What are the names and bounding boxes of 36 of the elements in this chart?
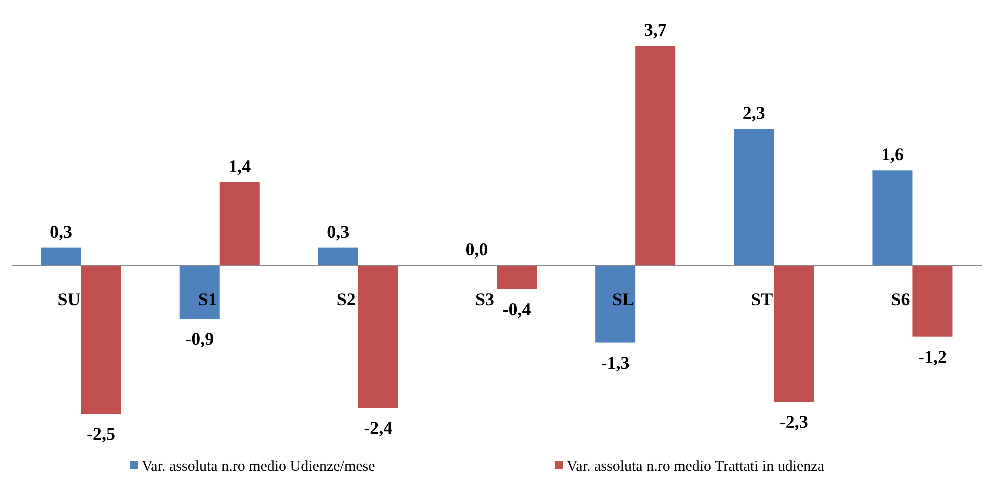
bar [180, 266, 220, 320]
x-tick-label: S6 [891, 290, 910, 310]
data-label: 3,7 [644, 20, 667, 40]
data-label: 0,3 [327, 222, 350, 242]
data-label: -2,3 [780, 412, 808, 432]
data-label: -2,5 [87, 424, 116, 444]
bar [734, 129, 774, 266]
data-label: 0,3 [50, 222, 73, 242]
bar [872, 170, 913, 266]
data-label: 1,4 [228, 156, 252, 177]
bar [596, 266, 636, 343]
x-tick-label: SU [58, 290, 81, 310]
x-tick-label: ST [751, 290, 774, 310]
x-tick-label: S2 [336, 290, 356, 310]
x-tick-label: S3 [475, 290, 495, 310]
data-label: 1,6 [881, 144, 904, 165]
x-tick-label: SL [612, 290, 635, 310]
x-tick-label: S1 [198, 290, 218, 310]
bar [774, 266, 814, 402]
legend-label: Var. assoluta n.ro medio Udienze/mese [142, 459, 376, 475]
data-label: 2,3 [742, 103, 766, 124]
bar [912, 266, 953, 337]
bar [318, 248, 358, 266]
bar [220, 182, 260, 266]
legend-label: Var. assoluta n.ro medio Trattati in udienza [567, 459, 825, 475]
bar [81, 266, 122, 414]
data-label: -2,4 [364, 418, 393, 438]
data-label: -0,4 [502, 299, 532, 320]
bar [497, 266, 537, 290]
bar [41, 248, 82, 266]
bar [358, 266, 398, 408]
data-label: -1,2 [918, 346, 947, 367]
bar [636, 46, 676, 266]
data-label: -0,9 [186, 329, 214, 350]
data-label: -1,3 [601, 352, 630, 373]
data-label: 0,0 [466, 240, 488, 260]
